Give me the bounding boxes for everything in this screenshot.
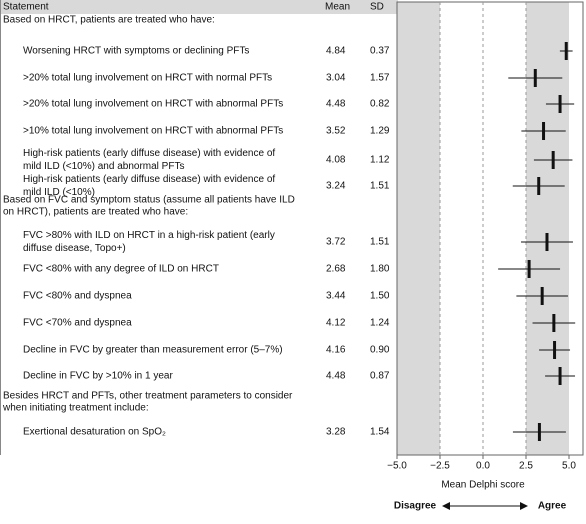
sd-value: 0.82 — [370, 99, 390, 110]
statement: mild ILD (<10%) — [23, 187, 95, 198]
sd-value: 1.57 — [370, 73, 390, 84]
statement: FVC <70% and dyspnea — [23, 318, 132, 329]
statement: mild ILD (<10%) and abnormal PFTs — [23, 161, 184, 172]
mean-value: 4.48 — [326, 99, 346, 110]
mean-value: 3.52 — [326, 126, 346, 137]
section-heading: Based on HRCT, patients are treated who … — [3, 15, 215, 26]
sd-value: 1.51 — [370, 237, 390, 248]
sd-value: 1.51 — [370, 181, 390, 192]
statement: Decline in FVC by greater than measureme… — [23, 345, 283, 356]
statement: Worsening HRCT with symptoms or declinin… — [23, 46, 249, 57]
plot-frame — [396, 1, 584, 456]
mean-value: 4.48 — [326, 371, 346, 382]
shaded-band — [397, 2, 440, 455]
section-heading: on HRCT), patients are treated who have: — [3, 207, 188, 218]
sd-value: 0.37 — [370, 46, 390, 57]
statement: FVC >80% with ILD on HRCT in a high-risk… — [23, 230, 275, 241]
x-tick-label: −5.0 — [387, 461, 407, 472]
statement: >20% total lung involvement on HRCT with… — [23, 99, 283, 110]
x-axis-label: Mean Delphi score — [441, 480, 525, 491]
sd-value: 1.12 — [370, 155, 390, 166]
statement: Decline in FVC by >10% in 1 year — [23, 371, 173, 382]
sd-value: 1.54 — [370, 427, 390, 438]
statement: diffuse disease, Topo+) — [23, 243, 126, 254]
mean-value: 4.08 — [326, 155, 346, 166]
sd-value: 0.87 — [370, 371, 390, 382]
mean-value: 3.04 — [326, 73, 346, 84]
section-heading: Based on FVC and symptom status (assume … — [3, 195, 295, 206]
sd-value: 1.80 — [370, 264, 390, 275]
statement: >10% total lung involvement on HRCT with… — [23, 126, 283, 137]
mean-value: 2.68 — [326, 264, 346, 275]
x-tick-label: 5.0 — [562, 461, 576, 472]
mean-value: 4.16 — [326, 345, 346, 356]
x-tick-label: 2.5 — [519, 461, 533, 472]
sd-value: 1.29 — [370, 126, 390, 137]
statement: High-risk patients (early diffuse diseas… — [23, 174, 275, 185]
x-tick-label: −2.5 — [430, 461, 450, 472]
section-heading: when initiating treatment include: — [2, 403, 149, 414]
agree-label: Agree — [538, 501, 567, 512]
statement: Exertional desaturation on SpO₂ — [23, 427, 166, 438]
mean-value: 3.28 — [326, 427, 346, 438]
statement: FVC <80% and dyspnea — [23, 291, 132, 302]
mean-value: 4.12 — [326, 318, 346, 329]
section-heading: Besides HRCT and PFTs, other treatment p… — [3, 391, 293, 402]
mean-value: 3.72 — [326, 237, 346, 248]
mean-value: 4.84 — [326, 46, 346, 57]
shaded-band — [526, 2, 569, 455]
mean-value: 3.24 — [326, 181, 346, 192]
statement: High-risk patients (early diffuse diseas… — [23, 148, 275, 159]
column-header: Mean — [325, 2, 350, 13]
sd-value: 0.90 — [370, 345, 390, 356]
column-header: SD — [370, 2, 384, 13]
x-tick-label: 0.0 — [476, 461, 490, 472]
sd-value: 1.24 — [370, 318, 390, 329]
disagree-label: Disagree — [394, 501, 437, 512]
statement: FVC <80% with any degree of ILD on HRCT — [23, 264, 219, 275]
column-header: Statement — [3, 2, 49, 13]
header-bar — [0, 0, 398, 14]
statement: >20% total lung involvement on HRCT with… — [23, 73, 272, 84]
mean-value: 3.44 — [326, 291, 346, 302]
sd-value: 1.50 — [370, 291, 390, 302]
